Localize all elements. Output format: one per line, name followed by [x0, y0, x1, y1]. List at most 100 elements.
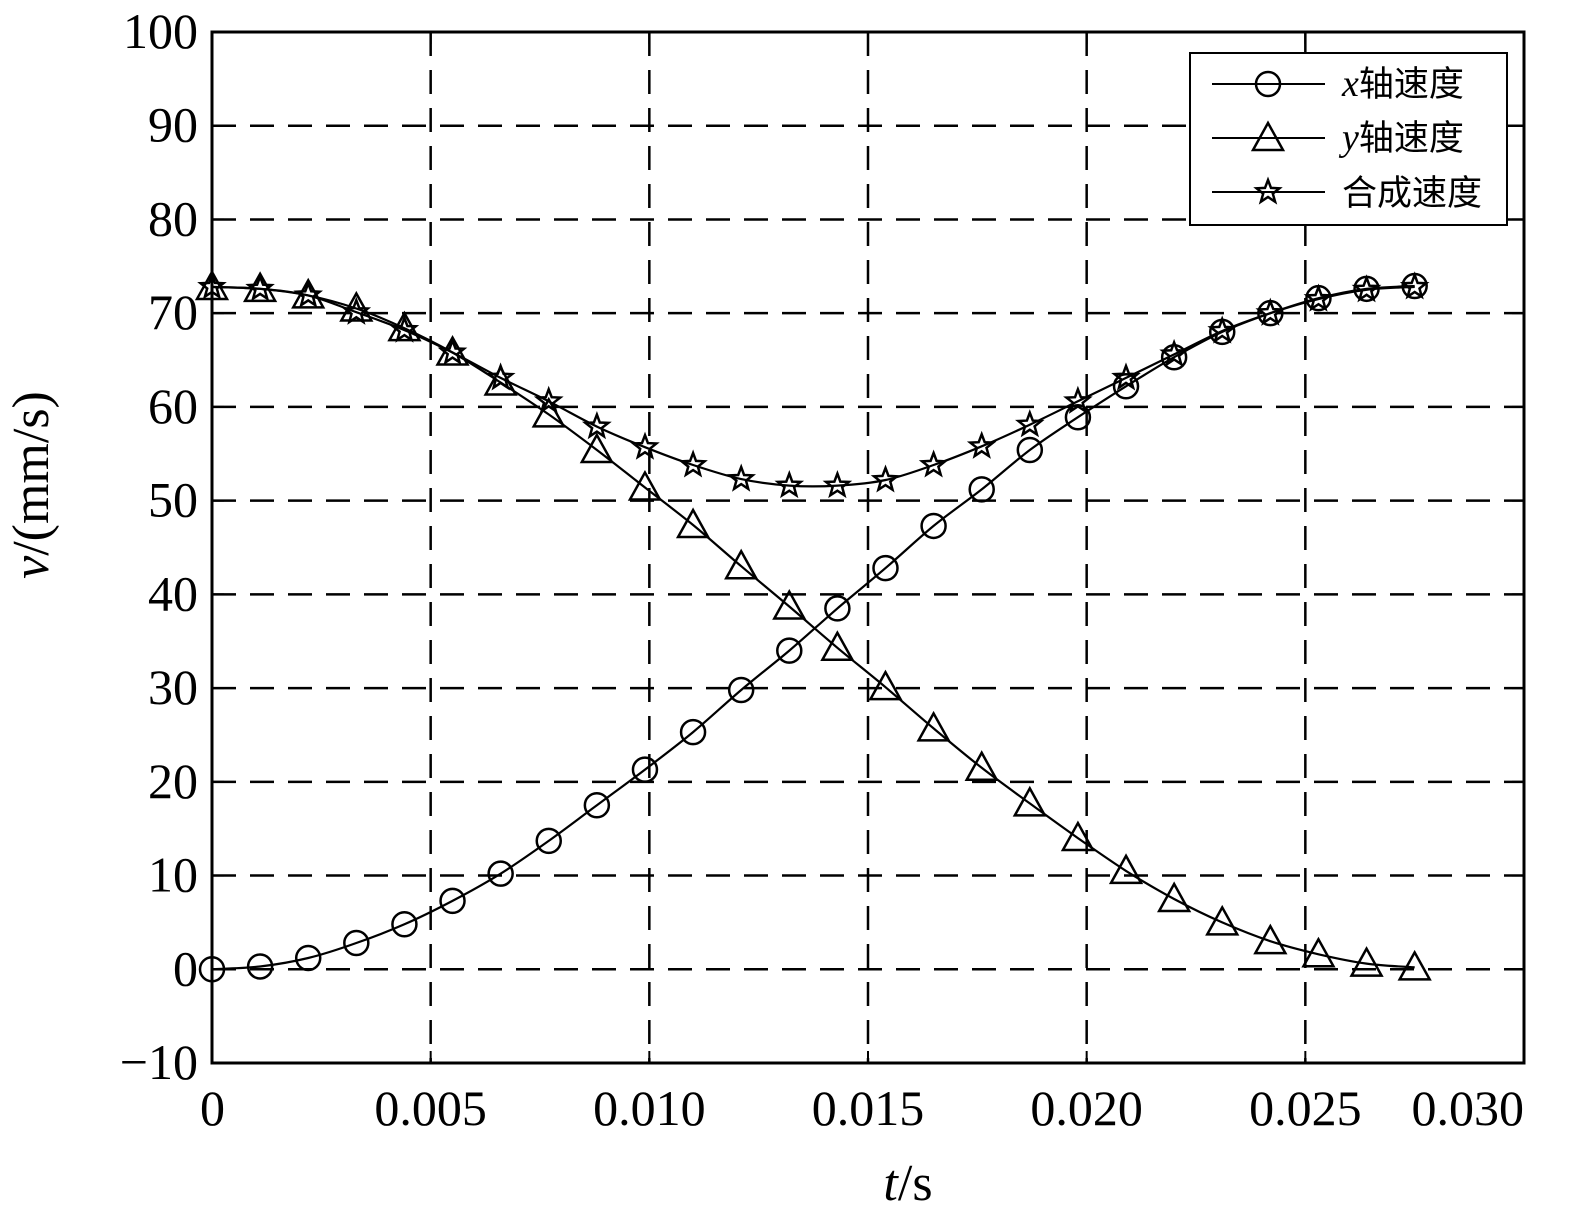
legend-entry-x: x轴速度 — [1212, 63, 1464, 105]
data-point-star — [1063, 385, 1093, 414]
data-point-star — [630, 431, 660, 460]
data-point-star — [1111, 362, 1141, 391]
x-tick-label: 0.010 — [593, 1080, 706, 1136]
data-point-triangle — [964, 750, 999, 782]
data-point-circle — [583, 792, 611, 819]
series-line-y-velocity — [211, 285, 1415, 969]
data-point-circle — [1112, 373, 1140, 400]
x-tick-label: 0 — [200, 1080, 225, 1136]
y-tick-label: 100 — [123, 3, 198, 59]
data-point-triangle — [1060, 820, 1096, 852]
data-point-circle — [872, 554, 899, 582]
data-point-triangle — [339, 290, 374, 322]
data-point-triangle — [1157, 881, 1192, 913]
y-tick-label: 30 — [148, 659, 198, 715]
data-point-star — [1159, 338, 1189, 367]
series-line-combined-velocity — [211, 285, 1415, 488]
data-point-triangle — [1301, 936, 1336, 968]
plot-frame — [210, 30, 1526, 1065]
data-point-circle — [776, 637, 803, 664]
y-tick-label: 50 — [148, 472, 198, 528]
data-point-triangle — [1108, 853, 1144, 885]
y-tick-label: 70 — [148, 284, 198, 340]
data-point-triangle — [724, 548, 759, 580]
data-point-star — [1255, 297, 1286, 326]
data-point-circle — [535, 827, 562, 855]
y-tick-label: 80 — [148, 190, 198, 246]
x-tick-label: 0.005 — [374, 1080, 487, 1136]
legend-marker-star — [1253, 176, 1283, 205]
data-point-star — [822, 469, 853, 499]
data-point-triangle — [1397, 949, 1432, 981]
data-point-triangle — [675, 507, 711, 539]
legend-entry-y: y轴速度 — [1212, 117, 1464, 159]
data-point-triangle — [1253, 923, 1288, 955]
data-point-circle — [439, 887, 466, 915]
data-point-star — [485, 362, 516, 391]
data-point-circle — [343, 929, 370, 957]
data-point-star — [341, 296, 372, 325]
grid — [212, 32, 1524, 1063]
data-point-triangle — [627, 469, 663, 501]
data-point-star — [918, 449, 949, 478]
data-point-triangle — [916, 710, 951, 742]
data-point-star — [870, 464, 901, 493]
data-point-triangle — [1349, 946, 1384, 977]
x-tick-labels: 0 0.005 0.010 0.015 0.020 0.025 0.030 — [200, 1080, 1524, 1136]
legend-marker-star-shape — [1253, 176, 1283, 205]
x-tick-label: 0.030 — [1412, 1080, 1525, 1136]
data-point-triangle — [1205, 904, 1240, 936]
data-point-circle — [487, 860, 514, 887]
data-point-star — [1351, 274, 1382, 303]
y-tick-label: −10 — [120, 1034, 198, 1090]
data-point-circle — [920, 512, 947, 540]
data-point-star — [389, 314, 420, 343]
x-axis-label: t/s — [883, 1155, 932, 1212]
legend-entry-combined: 合成速度 — [1212, 174, 1482, 214]
data-point-star — [581, 411, 612, 440]
data-point-triangle — [579, 432, 614, 464]
legend-label-x: x轴速度 — [1341, 63, 1464, 105]
data-point-star — [678, 449, 708, 478]
legend-marker-circle — [1254, 70, 1282, 98]
x-tick-label: 0.015 — [812, 1080, 925, 1136]
y-tick-label: 40 — [148, 565, 198, 621]
data-point-star — [533, 385, 564, 414]
legend-marker-triangle — [1250, 120, 1286, 152]
legend-marker-triangle-shape — [1250, 120, 1286, 152]
data-point-star — [293, 279, 324, 308]
y-tick-label: 60 — [148, 378, 198, 434]
legend: x轴速度 y轴速度 合成速度 — [1189, 52, 1508, 226]
data-point-circle — [968, 476, 995, 503]
data-point-circle — [679, 718, 707, 746]
data-point-circle — [1016, 436, 1044, 464]
data-point-star — [1015, 409, 1045, 438]
data-point-circle — [294, 944, 322, 972]
y-tick-label: 10 — [148, 847, 198, 903]
data-point-circle — [631, 756, 659, 783]
data-point-circle — [246, 953, 274, 980]
data-point-circle — [391, 911, 418, 938]
y-tick-label: 20 — [148, 753, 198, 809]
x-tick-label: 0.020 — [1030, 1080, 1143, 1136]
data-point-star — [245, 273, 275, 302]
x-tick-label: 0.025 — [1249, 1080, 1362, 1136]
data-point-star — [437, 336, 468, 366]
y-axis-label: v/(mm/s) — [3, 391, 60, 579]
series-combined-velocity — [197, 271, 1430, 499]
legend-label-combined: 合成速度 — [1342, 174, 1482, 214]
series-y-velocity — [194, 269, 1432, 981]
y-tick-label: 90 — [148, 97, 198, 153]
data-point-star — [1399, 271, 1430, 300]
legend-marker-circle-shape — [1254, 70, 1282, 98]
legend-label-y: y轴速度 — [1338, 117, 1464, 159]
data-point-triangle — [868, 669, 903, 701]
data-point-star — [966, 430, 997, 459]
data-point-circle — [824, 595, 851, 622]
data-point-star — [1303, 283, 1334, 312]
data-point-star — [726, 463, 757, 492]
y-tick-labels: −10 0 10 20 30 40 50 60 70 80 90 100 — [120, 3, 198, 1090]
y-tick-label: 0 — [173, 940, 198, 996]
data-point-triangle — [772, 588, 807, 620]
